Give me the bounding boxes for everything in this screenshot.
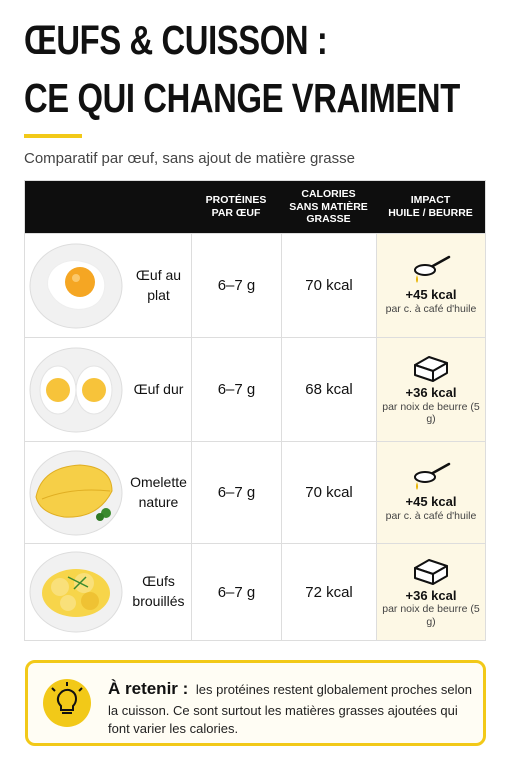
callout-body: les protéines restent globalement proche… <box>108 682 472 737</box>
row-name: Omelette nature <box>130 473 187 510</box>
fried-egg <box>29 243 122 328</box>
calories: 68 kcal <box>281 338 376 441</box>
impact-note: par noix de beurre (5 g) <box>382 400 480 426</box>
row-name: Œuf au plat <box>135 266 182 303</box>
food-image <box>25 234 126 337</box>
callout-lead: À retenir : <box>108 679 189 698</box>
header-line: PAR ŒUF <box>211 207 261 219</box>
oil-spoon-icon <box>414 463 451 491</box>
impact-kcal: +45 kcal <box>405 287 457 303</box>
subtitle: Comparatif par œuf, sans ajout de matièr… <box>24 150 355 167</box>
protein: 6–7 g <box>191 234 281 337</box>
callout: À retenir : les protéines restent global… <box>25 660 486 746</box>
header-cell: PROTÉINES PAR ŒUF <box>191 181 281 233</box>
food-image <box>25 544 126 640</box>
protein: 6–7 g <box>191 338 281 441</box>
food-image <box>25 442 126 543</box>
header-cell: IMPACT HUILE / BEURRE <box>376 181 485 233</box>
table: PROTÉINES PAR ŒUF CALORIES SANS MATIÈRE GRA… <box>24 180 486 641</box>
table-row: Œuf au plat 6–7 g 70 kcal +45 kcal par c.… <box>25 233 485 337</box>
impact-kcal: +36 kcal <box>405 587 457 603</box>
bulb-icon <box>43 679 91 727</box>
row-name: Œuf dur <box>133 380 184 397</box>
food-image <box>25 338 126 441</box>
calories: 72 kcal <box>281 544 376 640</box>
protein: 6–7 g <box>191 544 281 640</box>
boiled-egg <box>29 347 122 432</box>
impact-cell: +45 kcal par c. à café d'huile <box>376 234 485 337</box>
calories: 70 kcal <box>281 442 376 543</box>
butter-icon <box>414 558 448 585</box>
header-line: HUILE / BEURRE <box>388 207 473 219</box>
impact-note: par noix de beurre (5 g) <box>382 603 480 628</box>
title-line: CE QUI CHANGE VRAIMENT <box>24 75 460 121</box>
calories: 70 kcal <box>281 234 376 337</box>
protein: 6–7 g <box>191 442 281 543</box>
impact-note: par c. à café d'huile <box>385 303 477 315</box>
row-name: Œufs brouillés <box>132 573 185 609</box>
header-line: PROTÉINES <box>205 194 267 207</box>
impact-kcal: +36 kcal <box>405 385 457 401</box>
header-line: GRASSE <box>306 213 351 226</box>
table-header: PROTÉINES PAR ŒUF CALORIES SANS MATIÈRE GRA… <box>25 181 485 233</box>
header-cell: CALORIES SANS MATIÈRE GRASSE <box>281 181 376 233</box>
header-line: IMPACT <box>410 194 451 207</box>
title-line: ŒUFS & CUISSON : <box>24 17 328 63</box>
table-row: Œufs brouillés 6–7 g 72 kcal +36 kcal par… <box>25 543 485 640</box>
omelette <box>29 450 122 535</box>
scrambled-eggs <box>29 551 122 633</box>
callout-text: À retenir : les protéines restent global… <box>108 677 478 739</box>
impact-cell: +45 kcal par c. à café d'huile <box>376 442 485 543</box>
impact-cell: +36 kcal par noix de beurre (5 g) <box>376 544 485 640</box>
table-row: Œuf dur 6–7 g 68 kcal +36 kcal par noix d… <box>25 337 485 441</box>
header-line: CALORIES <box>301 188 356 201</box>
accent-bar <box>24 134 82 138</box>
oil-spoon-icon <box>414 256 451 284</box>
header-line: SANS MATIÈRE <box>289 200 368 213</box>
impact-kcal: +45 kcal <box>405 494 457 510</box>
impact-cell: +36 kcal par noix de beurre (5 g) <box>376 338 485 441</box>
table-row: Omelette nature 6–7 g 70 kcal +45 kcal pa… <box>25 441 485 543</box>
butter-icon <box>414 356 448 383</box>
impact-note: par c. à café d'huile <box>385 510 477 522</box>
